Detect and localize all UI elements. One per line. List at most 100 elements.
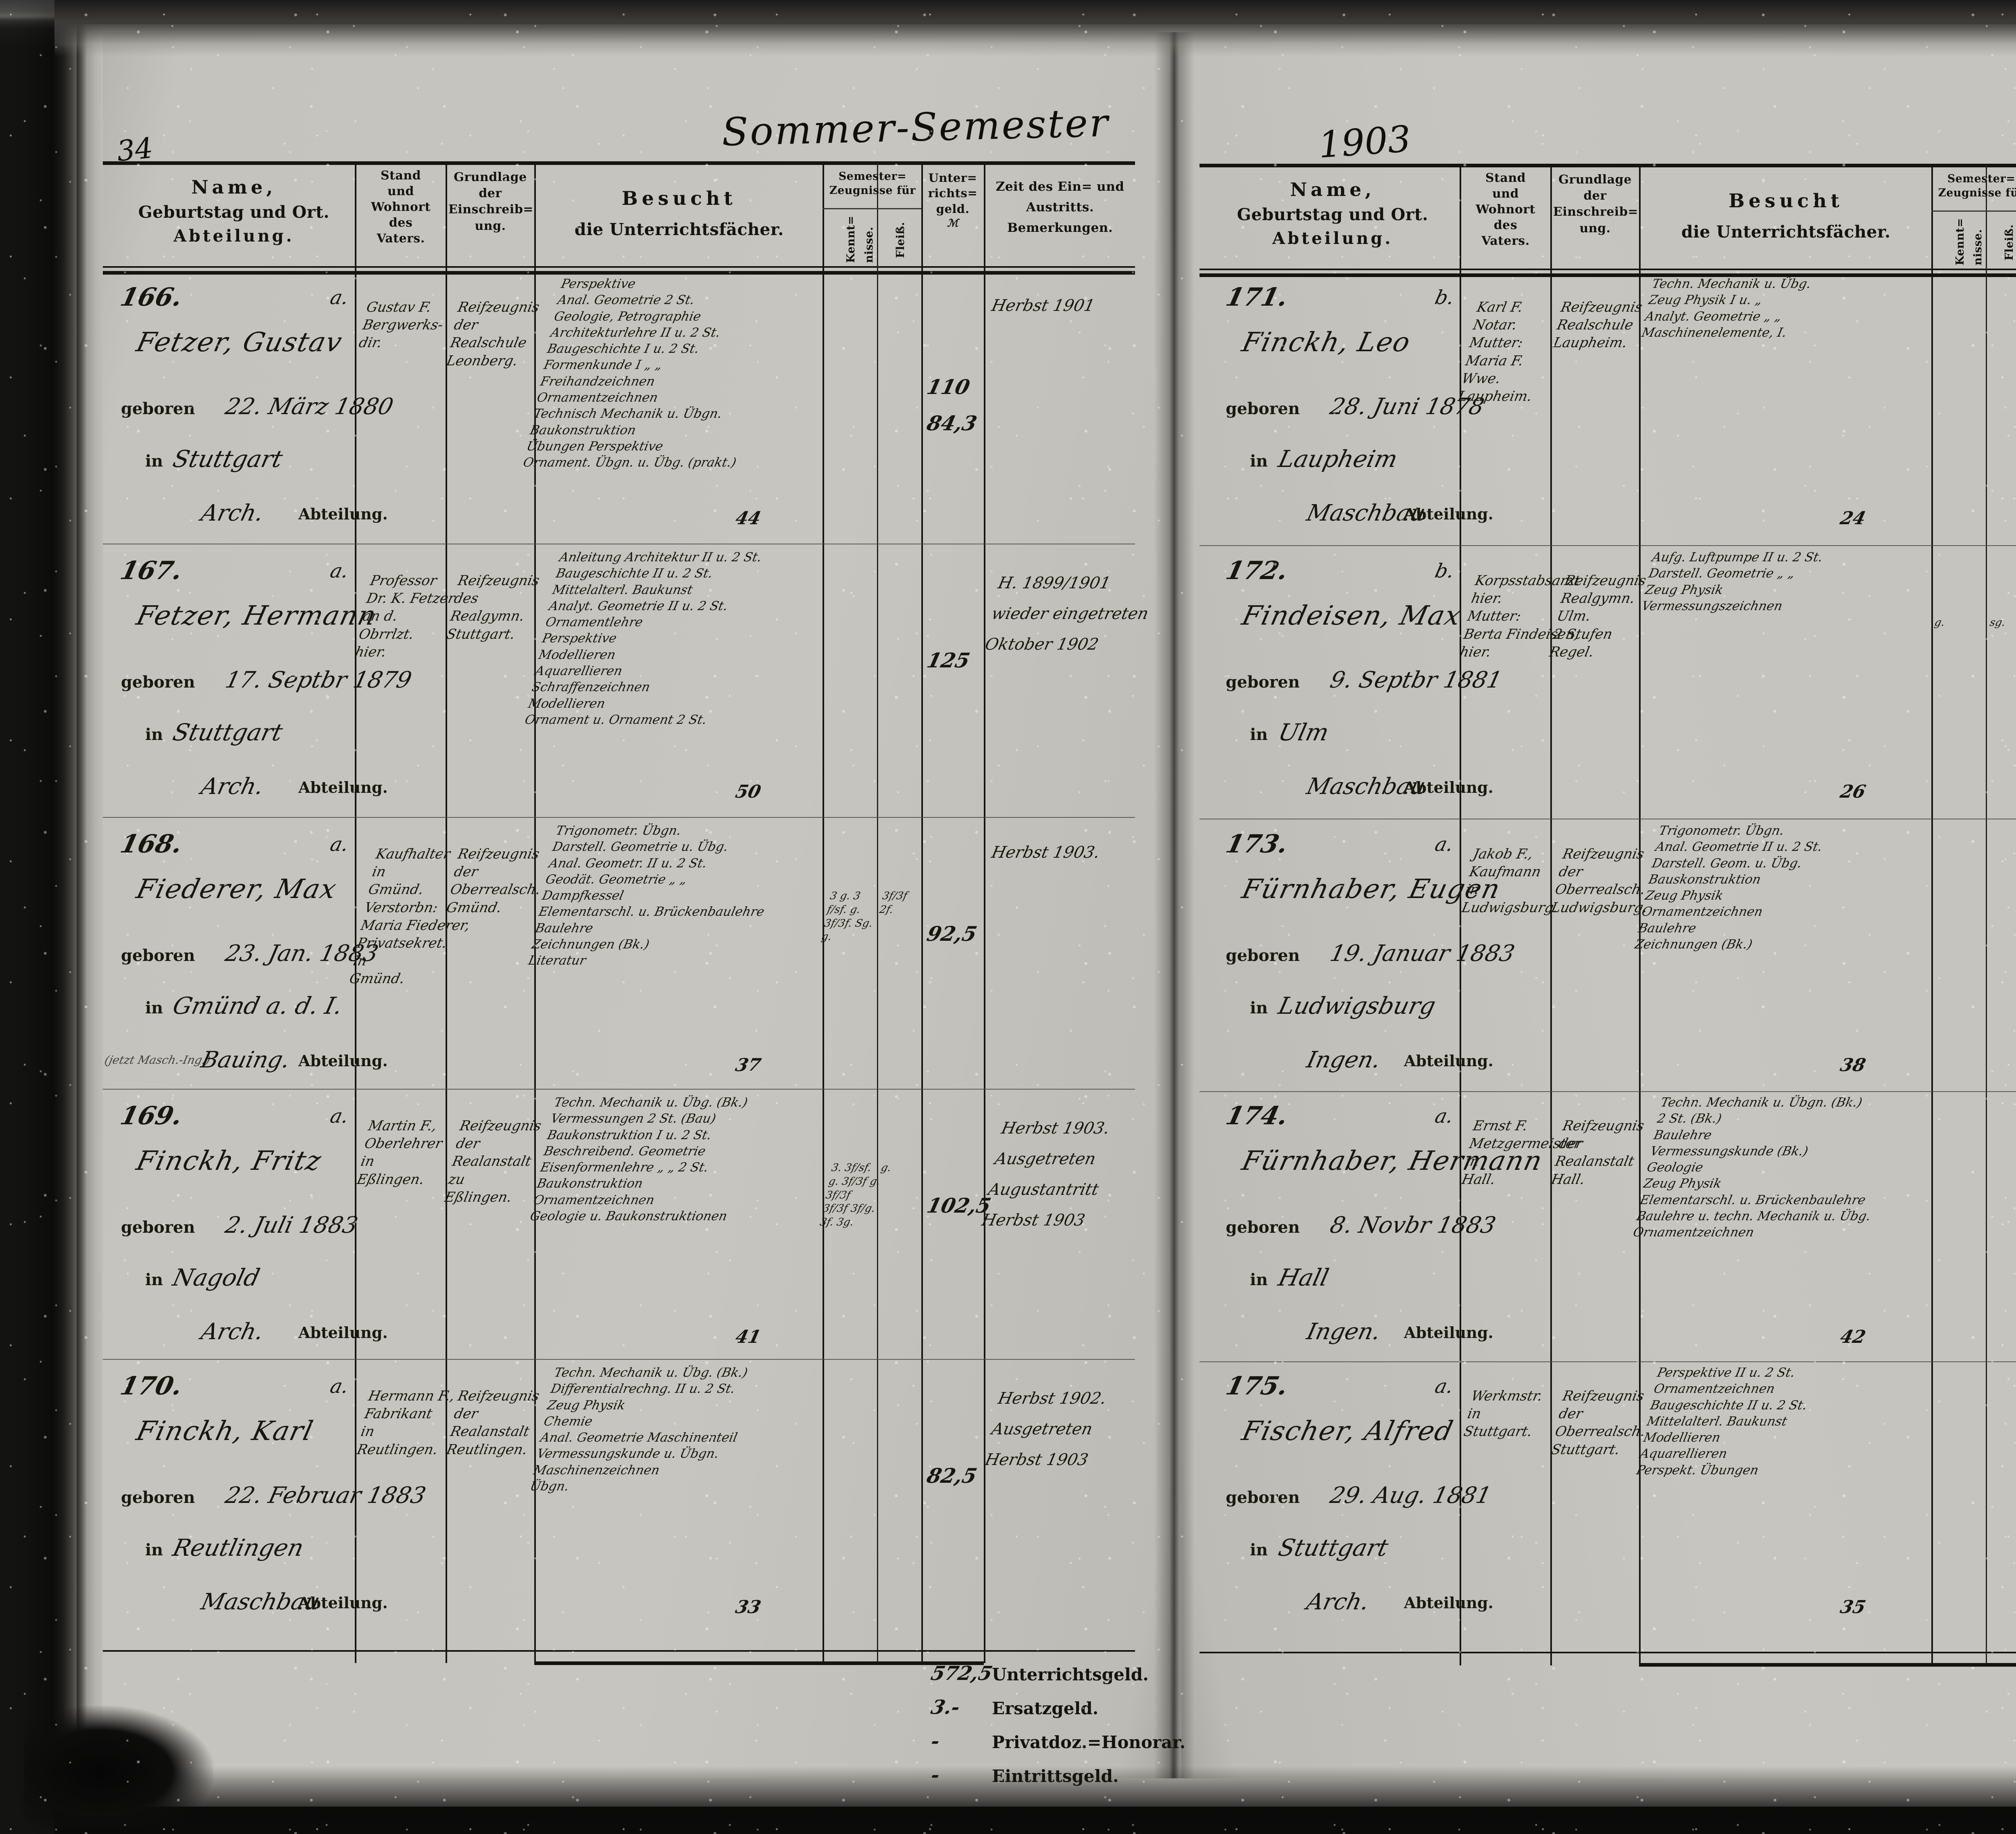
entry-birthdate: 17. Septbr 1879 [223, 667, 414, 693]
entry-father-info: Werkmstr. in Stuttgart. [1462, 1388, 1544, 1440]
entry-subject-count: 38 [1838, 1055, 1868, 1075]
entry-enrollment-basis: Reifzeugnis der Realanstalt Hall. [1549, 1118, 1646, 1188]
entry-subject-count: 35 [1838, 1597, 1868, 1617]
header-knowledge-right-2: nisse. [1972, 229, 1984, 265]
entry-birthplace: Stuttgart [1276, 1534, 1391, 1561]
entry-enrollment-basis: Reifzeugnis des Realgymn. Stuttgart. [445, 573, 541, 642]
header-father: Stand und Wohnort des Vaters. [371, 169, 431, 246]
entry-number: 166. [117, 282, 185, 312]
entry-division: Arch. [198, 1319, 266, 1345]
label-in: in [1250, 452, 1268, 471]
left-page-sheet [101, 32, 1173, 1778]
entry-subjects: Perspektive Anal. Geometrie 2 St. Geologie… [522, 277, 738, 470]
header-knowledge-right: Kennt= [1954, 218, 1966, 265]
label-in: in [1250, 1540, 1268, 1559]
entry-subjects: Trigonometr. Übgn. Anal. Geometrie II u. … [1633, 823, 1824, 952]
footer-value: 3.- [929, 1696, 962, 1719]
entry-fee: 82,5 [925, 1464, 979, 1488]
entry-division: Bauing. [198, 1047, 293, 1073]
header-knowledge-2: nisse. [863, 227, 875, 263]
entry-subject-count: 42 [1838, 1327, 1868, 1347]
entry-name: Fetzer, Gustav [133, 327, 346, 358]
book-edge-top [54, 0, 2016, 56]
entry-birthplace: Stuttgart [170, 719, 285, 746]
entry-remarks: Herbst 1903. [990, 843, 1102, 862]
entry-division: Arch. [1304, 1589, 1372, 1615]
entry-subjects: Techn. Mechanik u. Übg. (Bk.) Vermessunge… [529, 1095, 749, 1224]
entry-subject-count: 24 [1838, 508, 1868, 529]
entry-subject-count: 41 [733, 1327, 763, 1347]
footer-label: Eintrittsgeld. [992, 1766, 1119, 1786]
book-gutter [1154, 32, 1194, 1778]
entry-fee: 92,5 [925, 922, 979, 946]
book-edge-bottom [54, 1766, 2016, 1834]
entry-number: 171. [1223, 282, 1291, 312]
entry-birthplace: Stuttgart [170, 445, 285, 473]
entry-birthplace: Ulm [1276, 719, 1332, 746]
entry-name: Fischer, Alfred [1239, 1415, 1457, 1446]
entry-remarks: H. 1899/1901 wieder eingetreten Oktober 19… [983, 574, 1150, 654]
header-certificates: Semester= Zeugnisse für [829, 170, 916, 197]
entry-number: 175. [1223, 1371, 1291, 1401]
header-father-right: Stand und Wohnort des Vaters. [1475, 171, 1536, 248]
entry-division: Ingen. [1304, 1319, 1383, 1345]
footer-label: Unterrichtsgeld. [992, 1665, 1149, 1684]
entry-birthdate: 22. März 1880 [223, 394, 396, 420]
label-division: Abteilung. [298, 505, 388, 523]
entry-birthplace: Hall [1276, 1264, 1332, 1291]
entry-cert-knowledge: g. [1933, 617, 1946, 629]
entry-remarks: Herbst 1903. Ausgetreten Augustantritt Herb… [980, 1119, 1112, 1230]
label-division: Abteilung. [298, 778, 388, 796]
entry-name: Finckh, Fritz [133, 1145, 325, 1176]
label-in: in [145, 725, 163, 744]
label-division: Abteilung. [298, 1052, 388, 1070]
footer-value: 572,5 [929, 1662, 995, 1685]
header-name: Name, Geburtstag und Ort. Abteilung. [138, 176, 330, 246]
entry-number: 170. [117, 1371, 185, 1401]
label-division: Abteilung. [298, 1323, 388, 1342]
entry-number: 169. [117, 1101, 185, 1130]
entry-father-info: Gustav F. Bergwerks-dir. [357, 299, 445, 351]
header-fee: Unter= richts= geld. ℳ [928, 171, 978, 229]
entry-subjects: Perspektive II u. 2 St. Ornamentzeichnen B… [1635, 1365, 1809, 1478]
year-heading-right: 1903 [1317, 118, 1412, 167]
entry-cert-diligence: sg. [1989, 617, 2007, 629]
header-certificates-right: Semester= Zeugnisse für [1938, 173, 2016, 200]
entry-remarks: Herbst 1901 [990, 296, 1097, 315]
entry-father-info: Jakob F., Kaufmann in Ludwigsburg. [1460, 846, 1560, 916]
entry-enrollment-basis: Reifzeugnis der Oberrealsch. Stuttgart. [1549, 1388, 1647, 1458]
entry-name: Fetzer, Hermann [133, 600, 380, 631]
label-in: in [145, 1540, 163, 1559]
label-division: Abteilung. [1404, 505, 1493, 523]
entry-subjects: Anleitung Architektur II u. 2 St. Baugesc… [523, 550, 763, 727]
footer-label: Ersatzgeld. [992, 1699, 1099, 1718]
entry-father-info: Hermann F., Fabrikant in Reutlingen. [355, 1388, 456, 1458]
label-born: geboren [121, 1488, 195, 1507]
entry-enrollment-basis: Reifzeugnis der Realschule Leonberg. [445, 299, 541, 369]
entry-number: 168. [117, 829, 185, 859]
entry-remarks: Herbst 1902. Ausgetreten Herbst 1903 [983, 1389, 1108, 1469]
right-page-sheet [1181, 32, 2016, 1778]
footer-label: Privatdoz.=Honorar. [992, 1732, 1186, 1752]
label-born: geboren [1226, 1488, 1300, 1507]
label-in: in [1250, 998, 1268, 1017]
label-division: Abteilung. [1404, 1323, 1493, 1342]
label-in: in [145, 998, 163, 1017]
entry-father-info: Ernst F. Metzgermeister in Hall. [1460, 1118, 1583, 1188]
label-division: Abteilung. [1404, 778, 1493, 796]
entry-division: Arch. [198, 773, 266, 800]
label-division: Abteilung. [298, 1594, 388, 1612]
entry-subjects: Techn. Mechanik u. Übg. Zeug Physik I u. … [1640, 277, 1813, 340]
entry-enrollment-basis: Reifzeugnis der Realanstalt Reutlingen. [445, 1388, 541, 1458]
entry-birthdate: 9. Septbr 1881 [1327, 667, 1505, 693]
label-born: geboren [121, 399, 195, 418]
label-born: geboren [121, 673, 195, 692]
header-diligence: Fleiß. [894, 222, 907, 258]
label-born: geboren [121, 946, 195, 965]
entry-number: 172. [1223, 556, 1291, 585]
label-in: in [1250, 725, 1268, 744]
label-in: in [1250, 1270, 1268, 1289]
entry-name: Finckh, Leo [1239, 327, 1414, 358]
label-born: geboren [1226, 673, 1300, 692]
